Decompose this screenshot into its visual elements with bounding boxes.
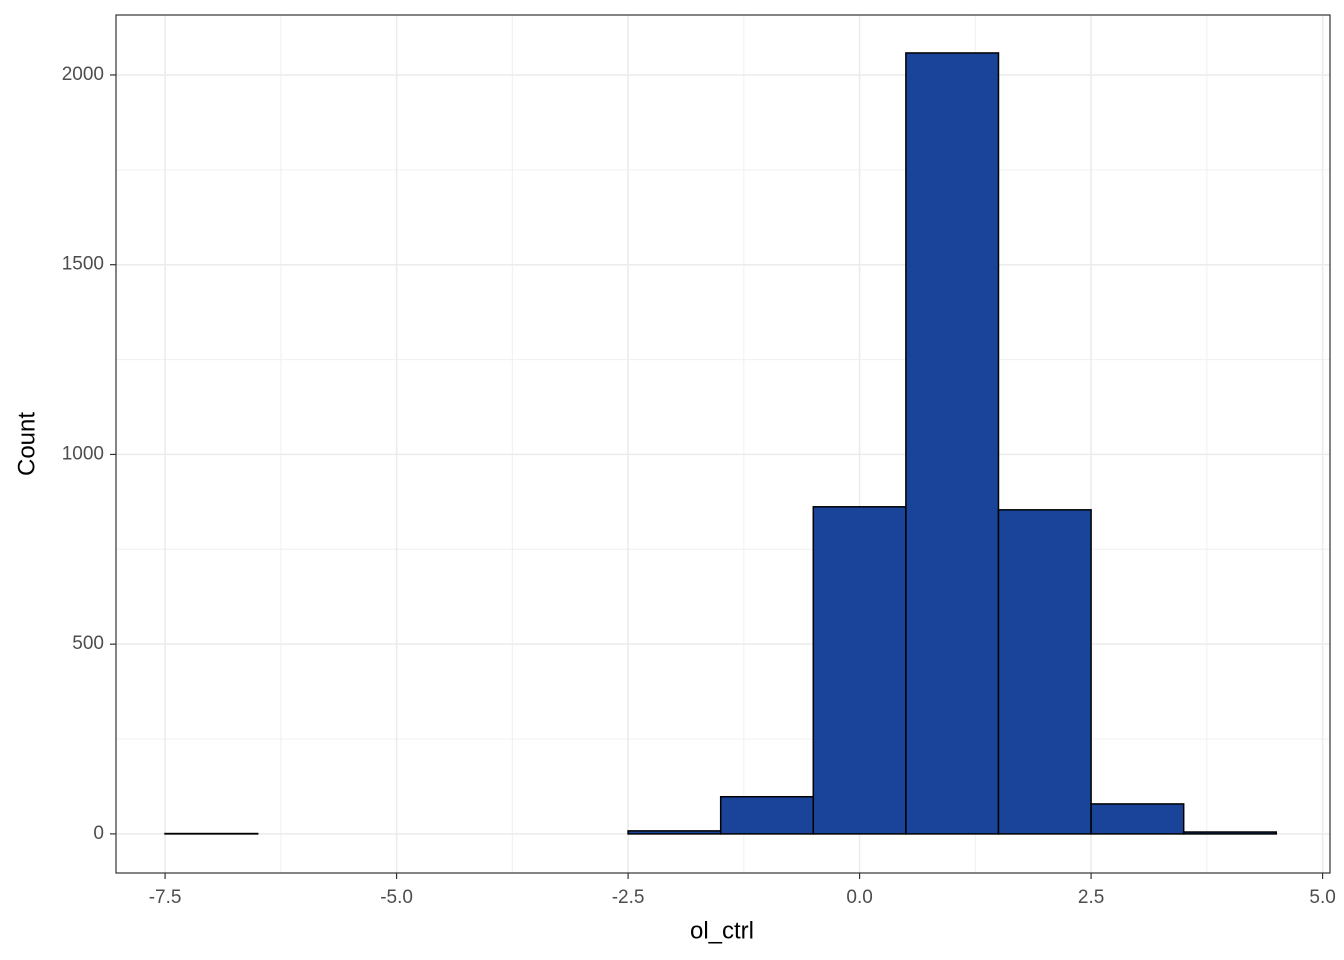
x-tick-label: -2.5 (612, 887, 645, 908)
x-tick-label: 2.5 (1078, 887, 1104, 908)
histogram-bar (1182, 831, 1278, 835)
plot-background (116, 15, 1330, 873)
histogram-bar (1090, 803, 1185, 835)
y-axis-title: Count (13, 412, 40, 476)
x-axis-title: ol_ctrl (690, 917, 754, 944)
x-tick-label: 0.0 (846, 887, 872, 908)
histogram-bar (719, 795, 815, 835)
y-tick-label: 500 (72, 633, 104, 654)
y-tick-label: 1000 (62, 443, 104, 464)
panel-border (115, 14, 1331, 874)
x-tick-label: 5.0 (1309, 887, 1335, 908)
y-tick-label: 2000 (62, 64, 104, 85)
histogram-bar (812, 506, 907, 835)
histogram-bar (905, 52, 1000, 835)
x-tick-label: -7.5 (149, 887, 182, 908)
y-tick-label: 1500 (62, 254, 104, 275)
histogram-bar (627, 830, 722, 835)
histogram-bar (997, 509, 1092, 835)
y-tick-label: 0 (93, 823, 104, 844)
x-tick-label: -5.0 (380, 887, 413, 908)
